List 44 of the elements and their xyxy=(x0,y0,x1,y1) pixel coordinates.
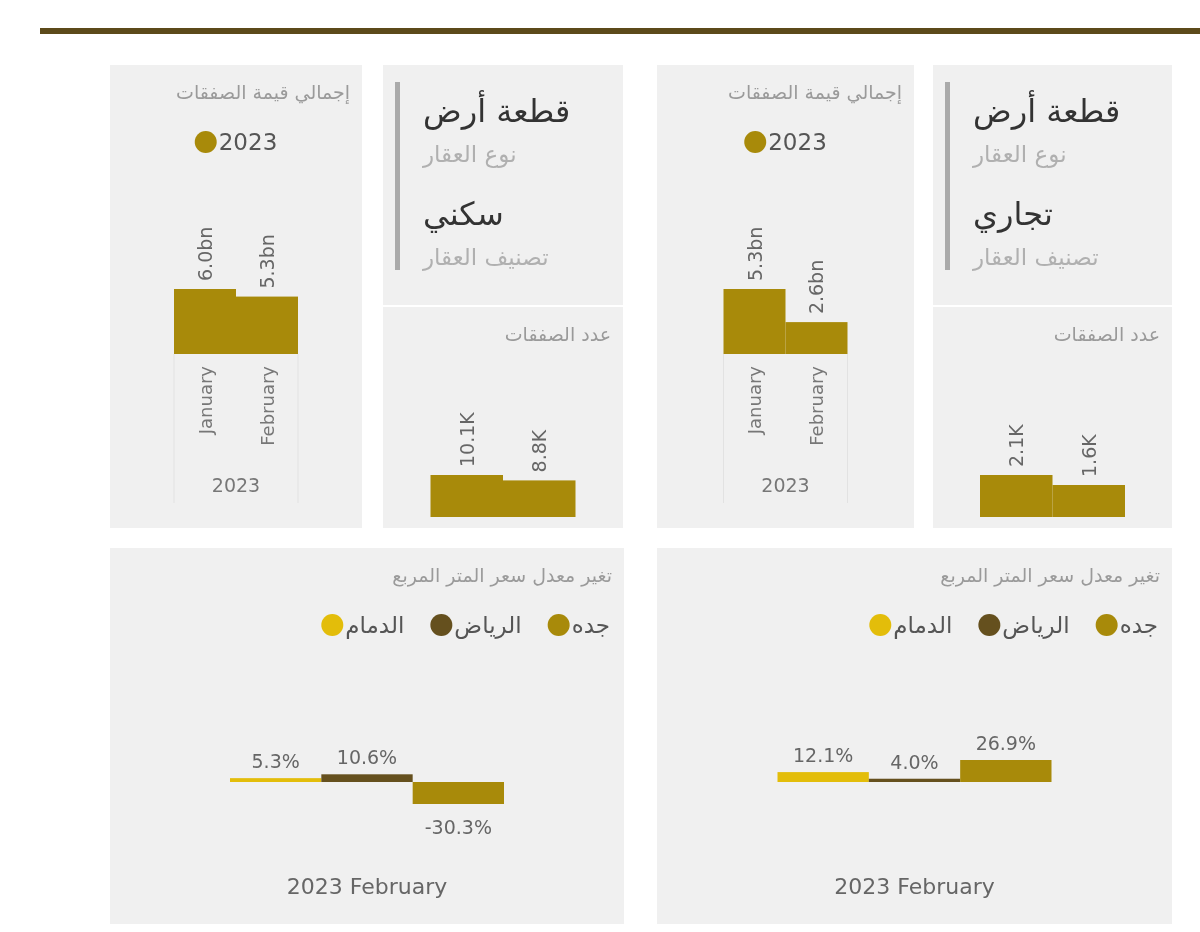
data-label: 10.1K xyxy=(455,411,478,467)
x-tick-label: February xyxy=(806,365,827,446)
legend-label: 2023 xyxy=(218,129,278,155)
data-label: 1.6K xyxy=(1077,433,1100,477)
x-axis-title: 2023 February xyxy=(286,874,448,899)
legend-label: الرياض xyxy=(454,612,522,639)
text: سكني xyxy=(423,195,504,233)
data-label: 4.0% xyxy=(890,750,939,773)
data-label: 8.8K xyxy=(528,429,551,473)
data-label: -30.3% xyxy=(424,816,492,838)
legend-label: الرياض xyxy=(1002,612,1070,639)
x-axis-title: 2023 xyxy=(761,474,810,496)
chart-title: إجمالي قيمة الصفقات xyxy=(728,81,902,105)
legend-label: الدمام xyxy=(345,612,405,639)
x-axis-title: 2023 xyxy=(211,474,261,496)
data-label: 5.3bn xyxy=(743,226,766,281)
x-tick-label: January xyxy=(744,365,765,436)
data-label: 2.6bn xyxy=(805,259,828,315)
text: نوع العقار xyxy=(422,141,517,168)
x-axis-title: 2023 February xyxy=(834,874,995,899)
chart-title: تغير معدل سعر المتر المربع xyxy=(392,564,612,587)
data-label: 5.3bn xyxy=(256,234,278,289)
chart-title: عدد الصفقات xyxy=(504,323,611,345)
text: قطعة أرض xyxy=(423,90,571,130)
x-tick-label: February xyxy=(256,365,278,446)
legend-label: جده xyxy=(571,612,610,638)
text: تصنيف العقار xyxy=(422,244,549,271)
x-tick-label: January xyxy=(194,365,216,436)
text: قطعة أرض xyxy=(973,90,1121,130)
data-label: 10.6% xyxy=(336,746,398,769)
legend-label: جده xyxy=(1119,612,1158,638)
data-label: 26.9% xyxy=(975,732,1037,754)
legend-label: الدمام xyxy=(893,612,953,639)
legend-label: 2023 xyxy=(768,129,827,155)
data-label: 2.1K xyxy=(1005,423,1028,467)
text: تجاري xyxy=(973,195,1053,233)
text: تصنيف العقار xyxy=(972,244,1099,271)
chart-title: إجمالي قيمة الصفقات xyxy=(176,81,350,105)
chart-title: عدد الصفقات xyxy=(1053,323,1160,345)
text: نوع العقار xyxy=(972,141,1067,168)
data-label: 6.0bn xyxy=(194,226,216,281)
data-label: 12.1% xyxy=(792,744,854,767)
data-label: 5.3% xyxy=(251,750,300,773)
chart-title: تغير معدل سعر المتر المربع xyxy=(940,564,1160,587)
